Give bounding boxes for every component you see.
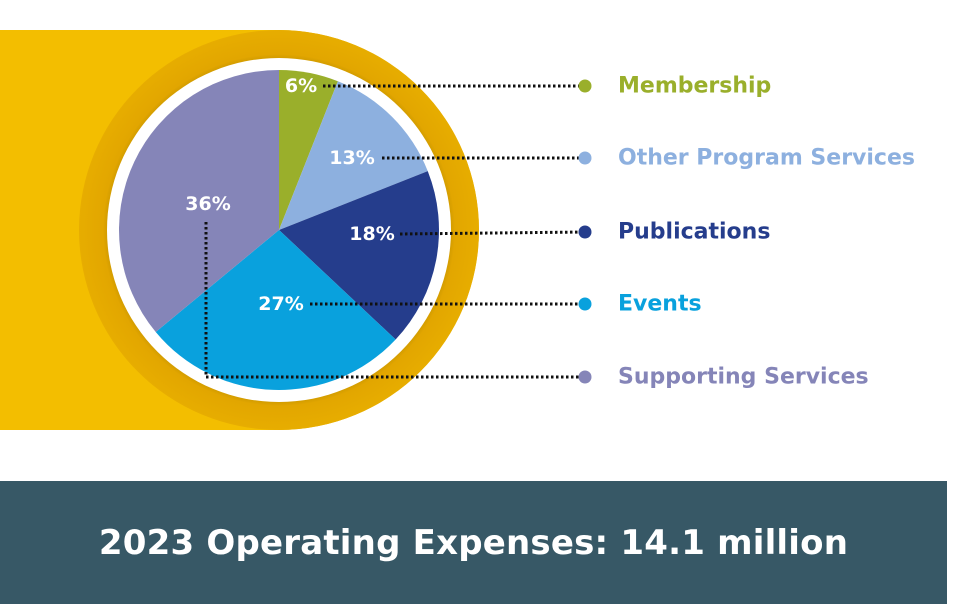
pie-slice-membership — [279, 70, 338, 230]
legend-dot-publications — [578, 225, 592, 239]
legend-label-membership: Membership — [618, 74, 771, 99]
chart-title: 2023 Operating Expenses: 14.1 million — [98, 522, 849, 563]
pie-slice-publications — [279, 171, 439, 340]
data-label-other-program-services: 13% — [329, 147, 374, 169]
legend-label-events: Events — [618, 292, 702, 317]
data-label-publications: 18% — [349, 223, 394, 245]
data-label-supporting-services: 36% — [185, 193, 230, 215]
pie-slice-supporting-services — [119, 70, 279, 332]
legend-label-supporting-services: Supporting Services — [618, 365, 869, 390]
legend-label-publications: Publications — [618, 220, 770, 245]
pie-slice-other-program-services — [279, 81, 428, 231]
footer-banner: 2023 Operating Expenses: 14.1 million — [0, 481, 947, 604]
legend-dot-events — [578, 297, 592, 311]
data-label-membership: 6% — [285, 75, 317, 97]
data-label-events: 27% — [258, 293, 303, 315]
legend-dot-membership — [578, 79, 592, 93]
legend-dot-supporting-services — [578, 370, 592, 384]
legend-dot-other-program-services — [578, 151, 592, 165]
leader-line-supporting-services — [204, 222, 585, 379]
leader-line-publications — [399, 230, 586, 236]
pie-slice-events — [155, 230, 396, 390]
legend-label-other-program-services: Other Program Services — [618, 146, 915, 171]
